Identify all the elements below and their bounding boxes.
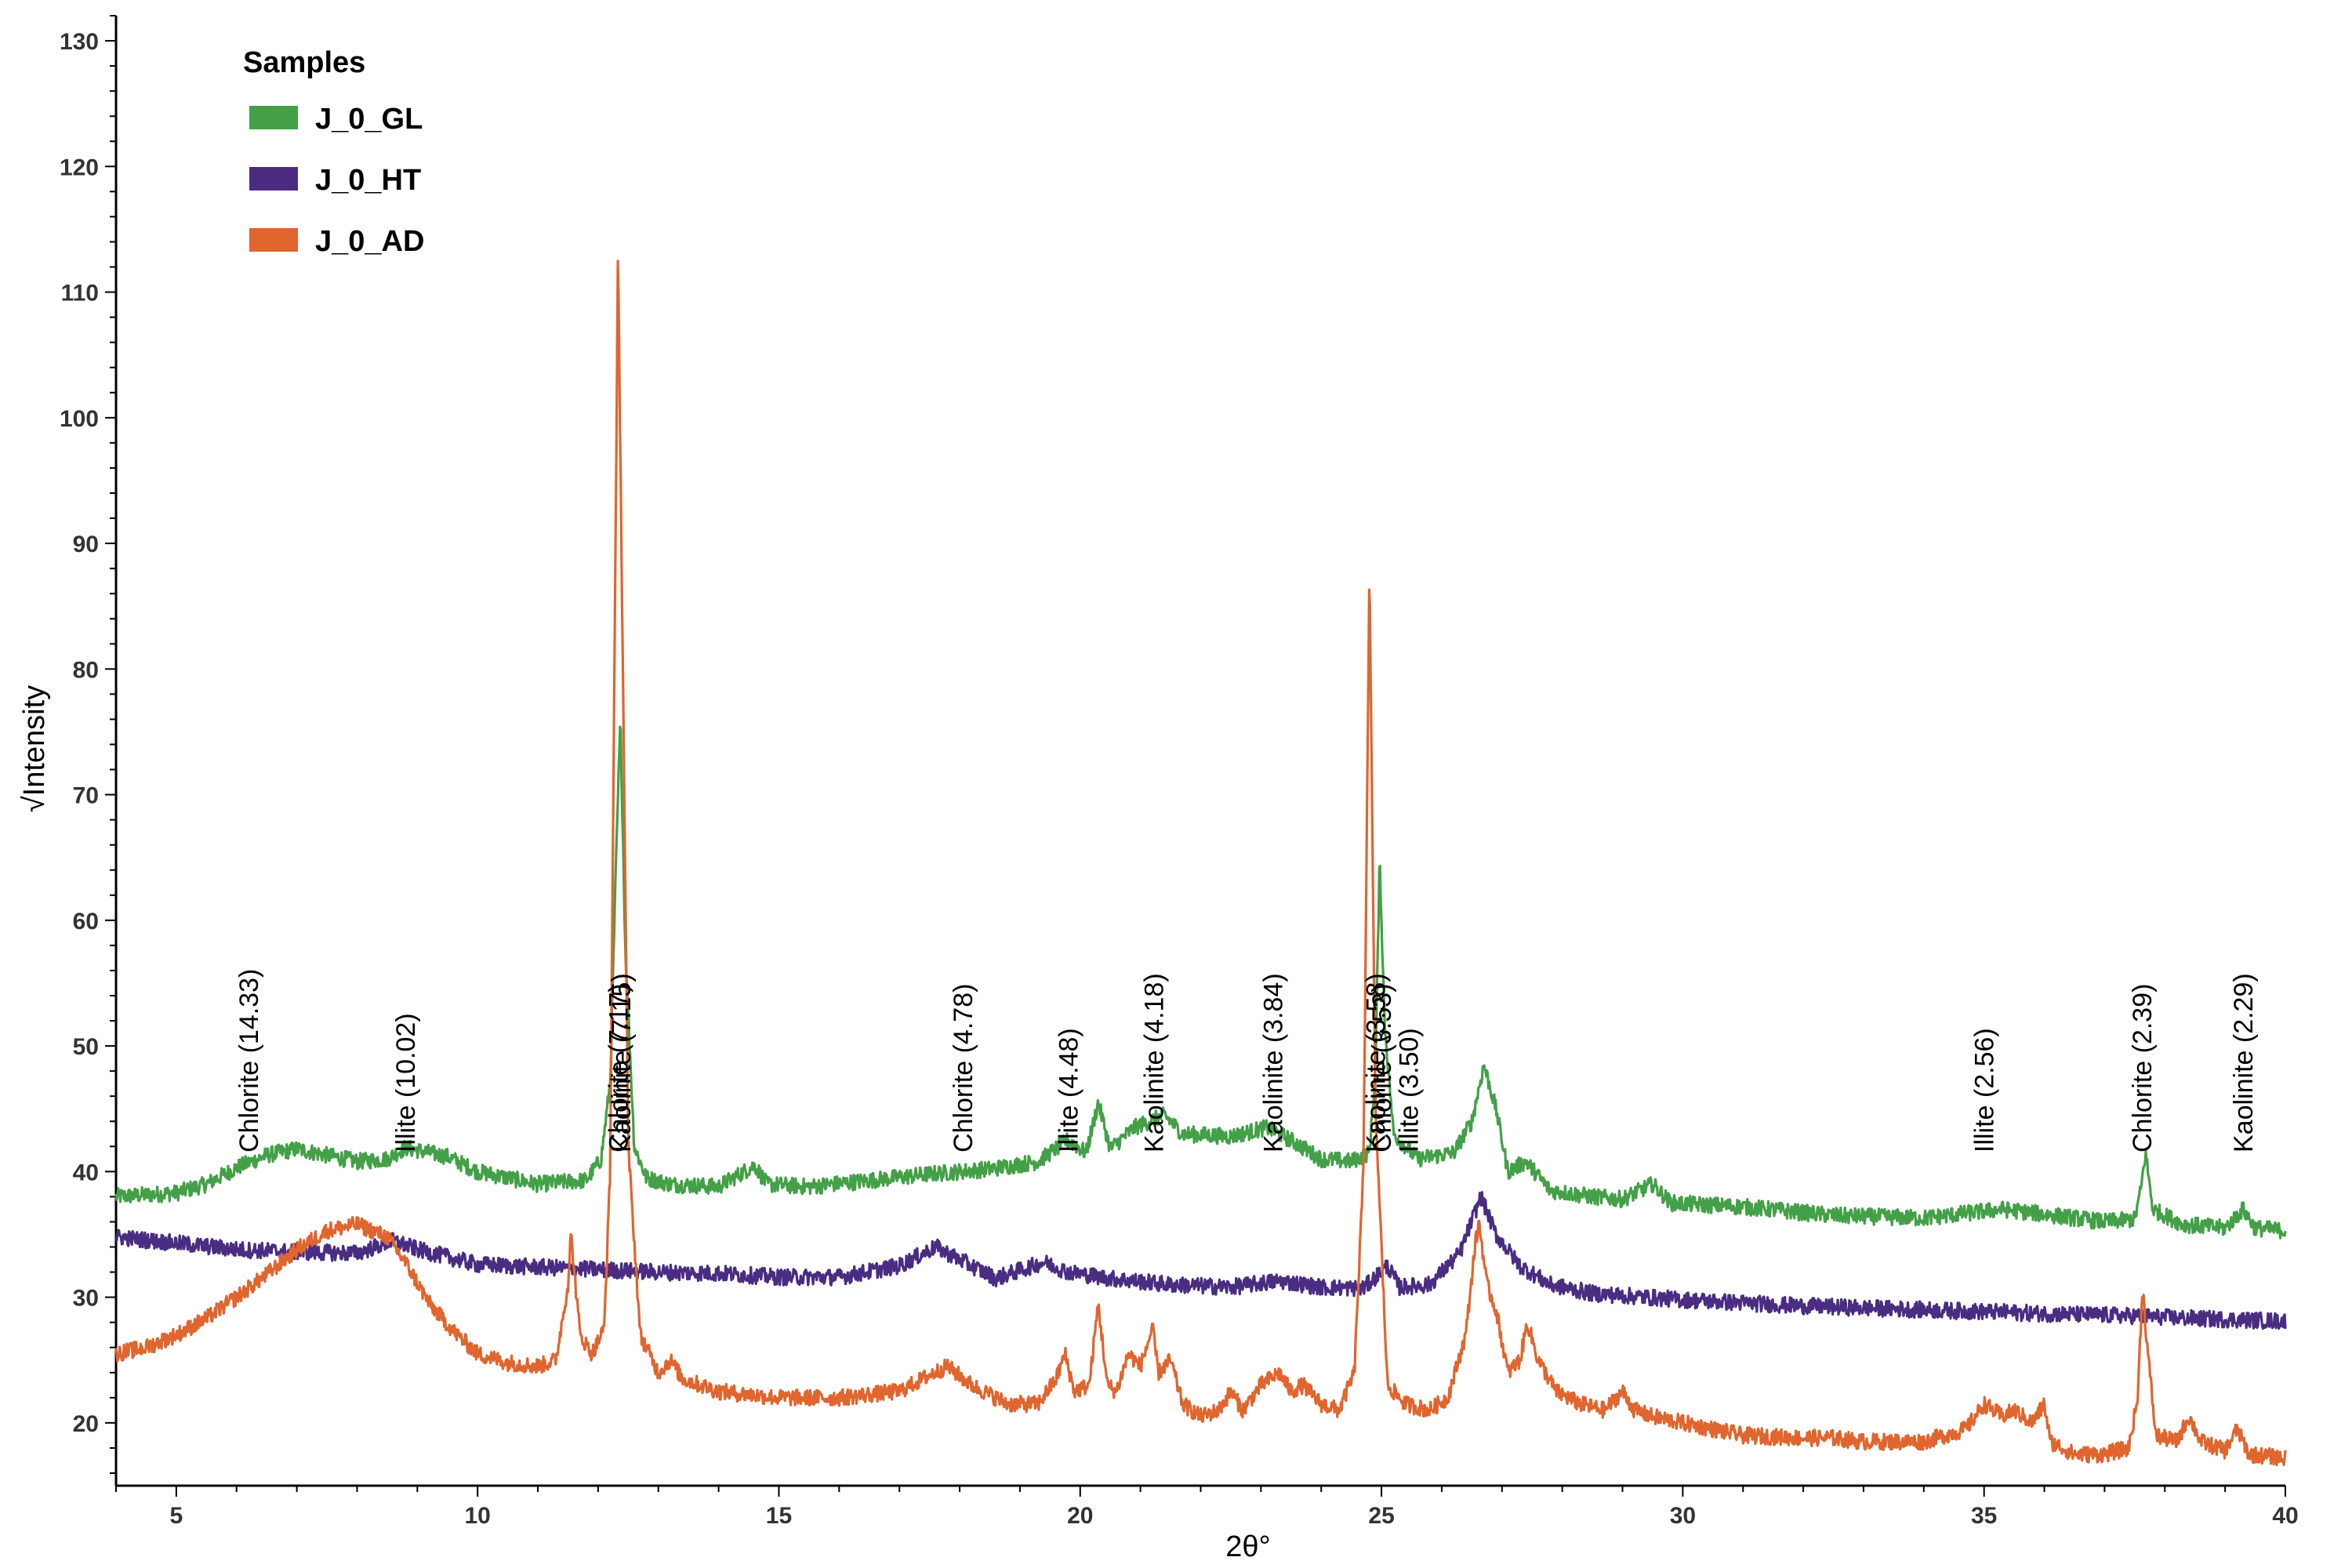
legend-label-J_0_GL: J_0_GL [315,103,423,136]
y-tick-label: 130 [60,29,99,55]
annotation-label: Kaolinite (4.18) [1140,973,1170,1152]
x-axis-title: 2θ° [1225,1530,1270,1563]
series-line-J_0_GL [114,725,2287,1240]
series-line-J_0_AD [114,260,2287,1467]
y-tick-label: 20 [73,1411,99,1437]
annotation-label: Illite (10.02) [391,1013,421,1152]
y-tick-label: 50 [73,1034,99,1060]
series-layer [114,260,2287,1467]
legend-label-J_0_AD: J_0_AD [315,225,424,258]
x-tick-label: 35 [1971,1503,1997,1529]
legend: Samples J_0_GL J_0_HT J_0_AD [243,46,424,258]
annotation-label: Chlorite (14.33) [234,969,264,1152]
y-tick-label: 60 [73,909,99,935]
annotation-label: Kaolinite (3.58) [1361,973,1391,1152]
y-tick-label: 80 [73,657,99,683]
y-tick-label: 70 [73,783,99,809]
legend-swatch-J_0_AD [249,228,298,252]
y-tick-label: 100 [60,406,99,432]
annotation-label: Kaolinite (7.15) [607,973,637,1152]
annotation-label: Chlorite (7.17) [604,984,633,1152]
x-tick-label: 15 [766,1503,792,1529]
annotation-label: Illite (2.56) [1970,1028,2000,1152]
legend-label-J_0_HT: J_0_HT [315,164,421,197]
legend-swatch-J_0_HT [249,167,298,191]
series-line-J_0_HT [115,1191,2287,1330]
annotation-layer: Chlorite (14.33) Illite (10.02) Chlorite (… [234,969,2259,1152]
legend-title: Samples [243,46,365,79]
y-tick-label: 90 [73,532,99,557]
x-tick-label: 40 [2272,1503,2298,1529]
y-tick-label: 40 [73,1160,99,1185]
x-tick-label: 10 [464,1503,490,1529]
x-tick-label: 30 [1670,1503,1696,1529]
x-tick-label: 20 [1067,1503,1093,1529]
annotation-label: Chlorite (4.78) [949,984,978,1152]
x-tick-label: 5 [170,1503,183,1529]
x-tick-label: 25 [1368,1503,1394,1529]
annotation-label: Kaolinite (2.29) [2229,973,2259,1152]
annotation-label: Illite (3.50) [1395,1028,1425,1152]
annotation-label: Chlorite (2.39) [2128,984,2158,1152]
annotation-label: Illite (4.48) [1054,1028,1083,1152]
axes: 5 10 15 20 25 30 35 40 20 30 40 50 60 70 80 90 100 110 120… [60,15,2299,1529]
annotation-label: Chlorite (3.53) [1367,984,1397,1152]
y-axis-title: √Intensity [18,685,51,812]
y-tick-label: 30 [73,1286,99,1312]
annotation-label: Kaolinite (3.84) [1259,973,1289,1152]
y-tick-label: 120 [60,154,99,180]
legend-swatch-J_0_GL [249,106,298,129]
y-tick-label: 110 [61,281,99,307]
